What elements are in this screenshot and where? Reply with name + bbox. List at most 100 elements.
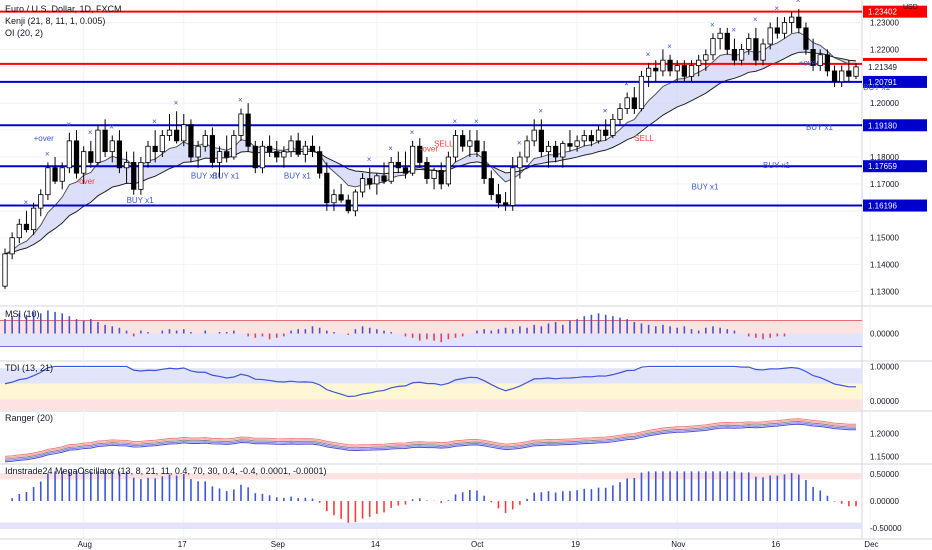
x-tick-label: 14	[371, 540, 380, 549]
candle-body	[45, 167, 51, 196]
ranger-line	[4, 419, 857, 459]
candle-body	[95, 129, 101, 163]
candle-body	[610, 118, 616, 136]
candle-body	[781, 22, 788, 34]
candle-body	[181, 124, 187, 142]
signal-annotation: BUY x1	[863, 83, 891, 92]
candle-body	[460, 135, 466, 147]
y-tick-label: 1.20000	[870, 99, 899, 108]
candle-body	[660, 59, 666, 72]
ranger-line	[4, 423, 857, 463]
candle-body	[116, 140, 123, 169]
candle-body	[52, 167, 58, 182]
candle-body	[831, 70, 838, 83]
indicator-kenji-label[interactable]: Kenji (21, 8, 11, 1, 0.005)	[5, 16, 106, 26]
panel-title: Ranger (20)	[5, 413, 53, 423]
y-tick-label: 1.14000	[870, 261, 899, 270]
candle-body	[73, 140, 80, 174]
candle-body	[345, 199, 351, 212]
tdi-mid-band	[0, 383, 862, 400]
x-tick-label: 16	[771, 540, 780, 549]
candle-body	[667, 59, 673, 72]
candle-body	[495, 194, 502, 204]
y-tick-label: 1.13000	[870, 288, 899, 297]
candle-body	[16, 223, 22, 239]
signal-marker: ×	[603, 106, 608, 115]
signal-marker: ×	[109, 122, 114, 131]
candle-body	[531, 129, 537, 142]
signal-marker: ×	[774, 4, 779, 13]
candle-body	[710, 38, 716, 56]
signal-marker: ×	[66, 120, 71, 129]
y-tick-label: 1.20000	[870, 430, 899, 439]
candle-body	[817, 54, 823, 66]
candle-body	[138, 161, 144, 190]
candle-body	[424, 161, 430, 179]
candle-body	[281, 151, 287, 158]
candle-body	[145, 145, 151, 163]
signal-annotation: BUY x1	[212, 172, 240, 181]
candle-body	[567, 143, 573, 147]
candle-body	[688, 65, 695, 77]
x-tick-label: Aug	[78, 540, 92, 549]
level-price-label: 1.17659	[868, 162, 897, 171]
candle-body	[188, 124, 194, 158]
candle-body	[431, 170, 437, 179]
ranger-line	[4, 422, 857, 462]
signal-annotation: +over	[34, 134, 55, 143]
indicator-oi-label[interactable]: OI (20, 2)	[5, 28, 44, 38]
candle-body	[266, 145, 273, 153]
mega-upper-band	[0, 473, 862, 480]
signal-marker: ×	[646, 50, 651, 59]
candle-body	[674, 65, 680, 72]
signal-marker: ×	[45, 149, 50, 158]
ranger-line	[4, 418, 857, 457]
candle-body	[259, 145, 266, 169]
level-price-tag	[863, 199, 927, 212]
candle-body	[302, 145, 308, 155]
candle-body	[359, 178, 366, 193]
candle-body	[381, 175, 387, 182]
candle-body	[331, 194, 337, 204]
currency-label: USD	[903, 4, 918, 11]
tdi-line	[4, 365, 857, 398]
x-tick-label: 19	[571, 540, 580, 549]
candle-body	[395, 161, 401, 169]
candle-body	[631, 97, 637, 109]
signal-marker: ×	[152, 117, 157, 126]
signal-marker: ×	[538, 106, 543, 115]
signal-marker: ×	[667, 42, 672, 51]
signal-marker: ×	[453, 117, 458, 126]
signal-annotation: BUY x1	[692, 182, 720, 191]
signal-annotation: BUY x1	[763, 161, 791, 170]
candle-body	[438, 170, 444, 185]
x-tick-label: Dec	[864, 540, 878, 549]
candle-body	[824, 54, 831, 72]
candle-body	[123, 161, 130, 169]
candle-body	[846, 70, 852, 77]
candle-body	[553, 145, 559, 158]
candle-body	[224, 151, 230, 158]
kenji-slow-line	[4, 51, 857, 255]
candle-body	[560, 143, 566, 158]
candle-body	[696, 59, 702, 66]
x-tick-label: Nov	[671, 540, 685, 549]
y-tick-label: -0.50000	[870, 524, 902, 533]
candle-body	[617, 108, 623, 120]
candle-body	[338, 194, 344, 201]
signal-marker: ×	[410, 128, 415, 137]
candle-body	[109, 140, 115, 153]
candle-body	[724, 32, 730, 50]
candle-body	[417, 145, 423, 163]
candle-body	[59, 167, 65, 182]
ranger-line	[4, 421, 857, 460]
candle-body	[703, 54, 709, 61]
candle-body	[410, 145, 416, 174]
symbol-title[interactable]: Euro / U.S. Dollar, 1D, FXCM	[5, 4, 122, 14]
signal-marker: ×	[624, 79, 629, 88]
candle-body	[238, 113, 244, 136]
y-tick-label: 1.15000	[870, 452, 899, 461]
candle-body	[839, 70, 845, 83]
candle-body	[131, 161, 137, 190]
last-price-tag	[863, 60, 927, 73]
